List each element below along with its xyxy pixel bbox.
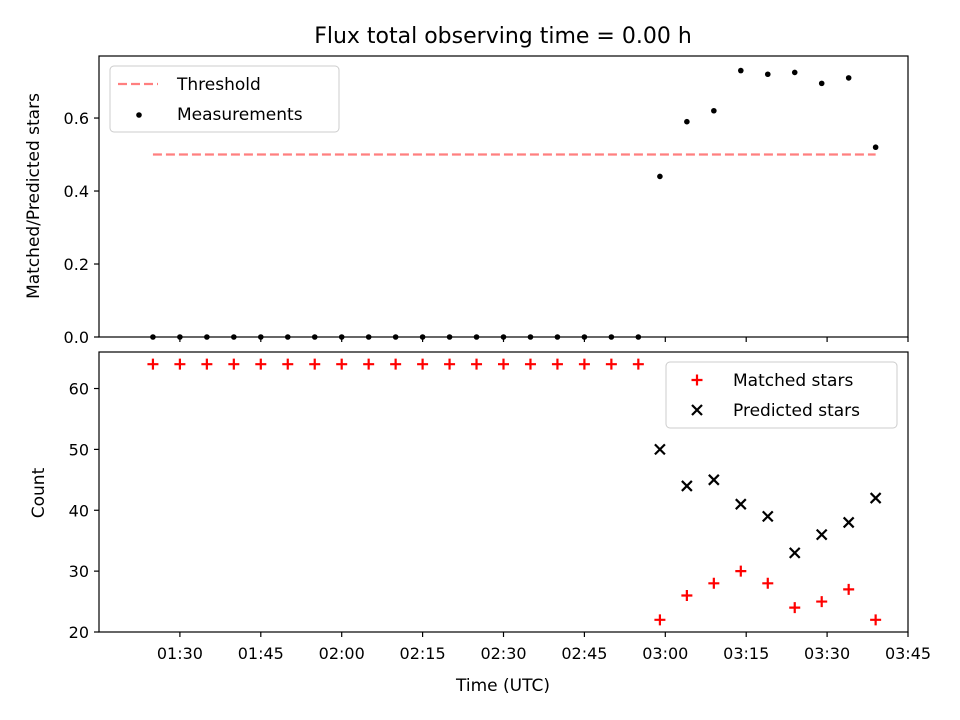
- matched-star-point: [498, 358, 509, 370]
- x-tick-label: 02:00: [319, 644, 365, 663]
- matched-star-point: [255, 358, 267, 370]
- matched-star-point: [147, 358, 159, 370]
- measurement-point: [684, 118, 690, 125]
- predicted-star-point: [869, 492, 882, 504]
- matched-star-point: [632, 358, 644, 370]
- top-y-axis-label: Matched/Predicted stars: [24, 93, 44, 299]
- bottom-x-axis-label: Time (UTC): [455, 676, 550, 696]
- bottom-y-axis-label: Count: [29, 467, 49, 518]
- legend-predicted-swatch: [691, 404, 703, 416]
- legend-matched-label: Matched stars: [733, 371, 853, 391]
- measurement-point: [872, 144, 879, 151]
- matched-star-point: [762, 577, 774, 589]
- matched-star-point: [708, 577, 720, 589]
- matched-star-point: [228, 358, 240, 370]
- matched-star-point: [681, 589, 693, 601]
- predicted-star-point: [788, 547, 801, 559]
- legend-threshold-label: Threshold: [176, 75, 261, 95]
- predicted-star-point: [815, 528, 828, 541]
- predicted-star-point: [654, 443, 666, 456]
- bottom-legend-box: [665, 361, 898, 429]
- matched-star-point: [201, 358, 213, 370]
- matched-star-point: [578, 358, 590, 370]
- matched-star-point: [551, 358, 563, 370]
- legend-matched-swatch: [691, 374, 703, 386]
- y-tick-label: 30: [69, 562, 89, 581]
- matched-star-point: [654, 614, 666, 626]
- y-tick-label: 0.4: [64, 182, 89, 201]
- x-tick-label: 03:00: [642, 644, 688, 663]
- y-tick-label: 20: [69, 623, 89, 642]
- measurement-point: [791, 69, 798, 76]
- matched-star-point: [789, 602, 801, 614]
- x-tick-label: 02:45: [561, 644, 607, 663]
- matched-star-point: [282, 358, 294, 370]
- predicted-star-point: [681, 480, 693, 492]
- matched-star-point: [735, 565, 747, 577]
- matched-star-point: [471, 358, 483, 370]
- bottom-plot-frame: [98, 351, 909, 633]
- x-tick-label: 03:30: [804, 644, 850, 663]
- top-plot-frame: [98, 55, 909, 338]
- matched-star-point: [174, 358, 186, 370]
- matched-star-point: [309, 358, 321, 370]
- top-chart-title: Flux total observing time = 0.00 h: [314, 24, 692, 49]
- predicted-star-point: [842, 516, 855, 529]
- y-tick-label: 50: [69, 440, 89, 459]
- predicted-star-point: [761, 510, 774, 523]
- matched-star-point: [417, 358, 429, 370]
- x-tick-label: 03:45: [885, 644, 931, 663]
- x-tick-label: 03:15: [723, 644, 769, 663]
- matched-star-point: [444, 358, 456, 370]
- measurement-point: [657, 173, 663, 180]
- matched-star-point: [870, 614, 882, 626]
- top-legend-box: [109, 65, 340, 133]
- predicted-star-point: [708, 474, 720, 486]
- y-tick-label: 60: [69, 380, 89, 399]
- matched-star-point: [843, 583, 855, 595]
- bottom-plot-area: 20 30 40 50 60 01:30 01:45 02:00 02:15 02:30 02:45…: [69, 351, 931, 663]
- matched-star-point: [363, 358, 375, 370]
- y-tick-label: 0.0: [64, 328, 89, 347]
- matched-star-point: [605, 358, 617, 370]
- legend-predicted-label: Predicted stars: [733, 401, 860, 421]
- measurement-point: [845, 75, 852, 81]
- matched-star-point: [336, 358, 348, 370]
- matched-star-point: [524, 358, 536, 370]
- measurement-point: [738, 67, 744, 74]
- predicted-star-point: [735, 498, 747, 510]
- y-tick-label: 0.6: [64, 109, 89, 128]
- y-tick-label: 0.2: [64, 255, 89, 274]
- matched-star-point: [816, 596, 828, 608]
- measurement-point: [711, 107, 717, 114]
- measurement-point: [764, 71, 771, 78]
- x-tick-label: 01:45: [238, 644, 284, 663]
- x-tick-label: 02:30: [480, 644, 526, 663]
- x-tick-label: 01:30: [157, 644, 203, 663]
- x-tick-label: 02:15: [400, 644, 446, 663]
- y-tick-label: 40: [69, 501, 89, 520]
- measurement-point: [818, 80, 825, 87]
- legend-measurements-label: Measurements: [177, 105, 303, 125]
- legend-measurements-swatch: [136, 112, 142, 118]
- top-plot-area: 0.0 0.2 0.4 0.6 Threshold Measurements: [64, 55, 909, 347]
- matched-star-point: [390, 358, 402, 370]
